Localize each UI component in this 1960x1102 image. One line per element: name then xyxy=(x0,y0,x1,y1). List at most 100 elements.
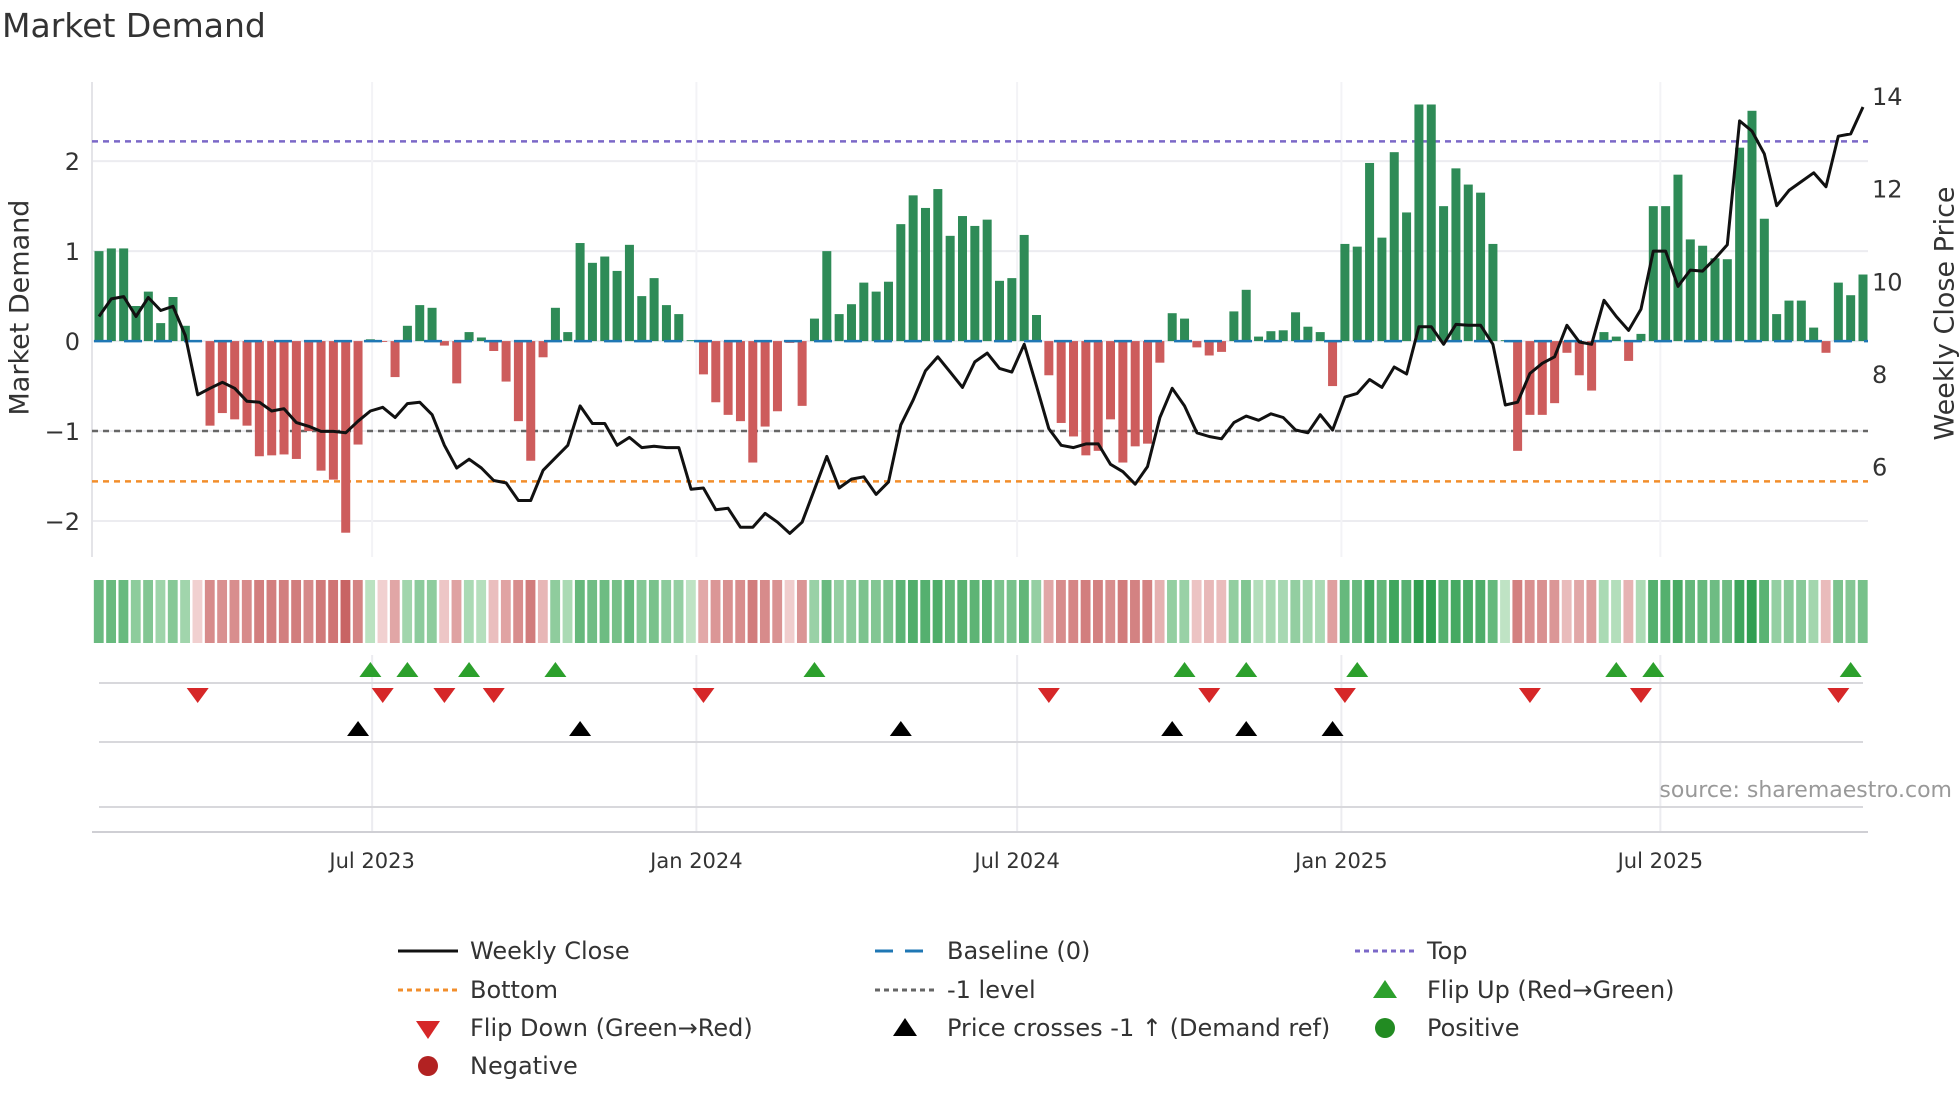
demand-heat-cell xyxy=(846,580,857,643)
demand-heat-cell xyxy=(870,580,881,643)
demand-heat-cell xyxy=(1561,580,1572,643)
y-tick-label-right: 10 xyxy=(1872,268,1903,296)
demand-bar xyxy=(1365,162,1375,342)
y-tick-label-right: 6 xyxy=(1872,454,1887,482)
demand-heat-cell xyxy=(1327,580,1338,643)
y-tick-label-right: 12 xyxy=(1872,176,1903,204)
demand-bar xyxy=(279,341,289,455)
demand-bar xyxy=(1846,295,1856,342)
demand-bar xyxy=(1426,104,1436,342)
demand-heat-cell xyxy=(204,580,215,643)
demand-bar xyxy=(439,341,449,346)
demand-heat-cell xyxy=(907,580,918,643)
demand-heat-cell xyxy=(1820,580,1831,643)
demand-bar xyxy=(1303,326,1313,342)
demand-heat-cell xyxy=(1339,580,1350,643)
demand-bar xyxy=(1735,147,1745,342)
demand-bar xyxy=(205,341,215,426)
demand-heat-cell xyxy=(1130,580,1140,643)
demand-bar xyxy=(119,248,129,342)
demand-bar xyxy=(1661,206,1671,342)
demand-bar xyxy=(1241,289,1251,342)
demand-bar xyxy=(649,278,659,342)
demand-heat-cell xyxy=(488,580,499,643)
demand-bar xyxy=(1759,218,1769,342)
demand-heat-cell xyxy=(1204,580,1214,643)
flip-up-marker xyxy=(1605,662,1628,677)
demand-bar xyxy=(674,314,684,342)
flip-down-marker xyxy=(1037,688,1060,703)
demand-heat-cell xyxy=(895,580,906,643)
demand-heat-cell xyxy=(982,580,992,643)
demand-heat-cell xyxy=(451,580,462,643)
demand-heat-cell xyxy=(254,580,265,643)
demand-bar xyxy=(1352,246,1362,342)
demand-heat-cell xyxy=(1709,580,1720,643)
y-axis-right-label: Weekly Close Price xyxy=(1929,186,1960,441)
demand-heat-cell xyxy=(1019,580,1029,643)
demand-bar xyxy=(600,256,610,342)
demand-heat-cell xyxy=(328,580,339,643)
demand-bar xyxy=(1402,212,1412,342)
demand-heat-cell xyxy=(796,580,807,643)
demand-heat-cell xyxy=(1746,580,1757,643)
demand-heat-cell xyxy=(1697,580,1708,643)
demand-bar xyxy=(1278,330,1288,342)
y-axis-left-label: Market Demand xyxy=(4,199,36,416)
demand-heat-cell xyxy=(1845,580,1856,643)
demand-heat-cell xyxy=(1216,580,1227,643)
demand-heat-cell xyxy=(1241,580,1251,643)
demand-bar xyxy=(859,282,869,342)
demand-bar xyxy=(1389,152,1399,342)
demand-bar xyxy=(1180,318,1190,342)
demand-bar xyxy=(304,341,314,432)
demand-heat-cell xyxy=(1265,580,1276,643)
demand-heat-cell xyxy=(735,580,746,643)
demand-heat-cell xyxy=(1512,580,1523,643)
price-cross-marker xyxy=(1235,721,1258,736)
demand-heat-cell xyxy=(1438,580,1449,643)
demand-heat-cell xyxy=(944,580,955,643)
demand-bar xyxy=(1476,192,1486,342)
demand-heat-cell xyxy=(685,580,696,643)
y-tick-label-left: −2 xyxy=(45,508,80,536)
demand-bar xyxy=(353,341,363,445)
demand-bar xyxy=(267,341,277,456)
demand-bar xyxy=(1796,300,1806,342)
demand-heat-cell xyxy=(1722,580,1732,643)
demand-heat-cell xyxy=(1413,580,1424,643)
demand-bar xyxy=(1266,331,1276,342)
demand-heat-cell xyxy=(809,580,820,643)
source-credit: source: sharemaestro.com xyxy=(1659,778,1952,803)
y-tick-label-right: 14 xyxy=(1872,83,1903,111)
demand-heat-cell xyxy=(611,580,622,643)
demand-heat-cell xyxy=(1598,580,1609,643)
demand-heat-cell xyxy=(1080,580,1091,643)
demand-heat-cell xyxy=(278,580,289,643)
demand-heat-cell xyxy=(599,580,610,643)
demand-bar xyxy=(316,341,326,471)
demand-heat-cell xyxy=(1685,580,1695,643)
demand-bar xyxy=(1130,341,1140,447)
x-tick-label: Jan 2024 xyxy=(648,849,743,873)
demand-bar xyxy=(772,341,782,412)
demand-bar xyxy=(982,219,992,342)
demand-heat-cell xyxy=(920,580,931,643)
demand-heat-cell xyxy=(352,580,363,643)
demand-heat-cell xyxy=(389,580,400,643)
demand-heat-cell xyxy=(1154,580,1165,643)
demand-heat-cell xyxy=(525,580,536,643)
demand-bar xyxy=(563,332,573,342)
demand-heat-cell xyxy=(167,580,178,643)
demand-bar xyxy=(156,323,166,342)
demand-bar xyxy=(1439,206,1449,342)
demand-heat-cell xyxy=(710,580,721,643)
demand-heat-cell xyxy=(537,580,548,643)
demand-heat-cell xyxy=(1611,580,1621,643)
demand-heat-cell xyxy=(1648,580,1658,643)
demand-heat-cell xyxy=(1142,580,1153,643)
demand-bar xyxy=(760,341,770,427)
demand-heat-cell xyxy=(957,580,968,643)
demand-heat-cell xyxy=(266,580,277,643)
demand-bar xyxy=(822,251,832,342)
